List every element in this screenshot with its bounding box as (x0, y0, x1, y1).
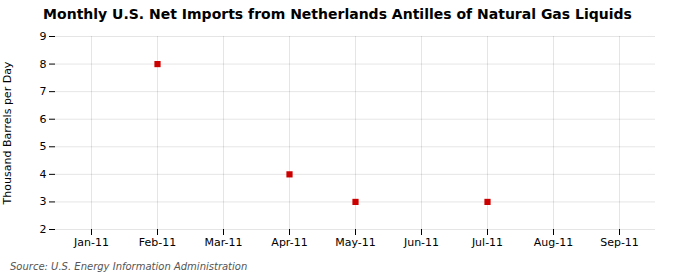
svg-text:5: 5 (40, 140, 47, 153)
svg-text:2: 2 (40, 223, 47, 236)
svg-text:May-11: May-11 (335, 236, 376, 249)
svg-text:Thousand Barrels per Day: Thousand Barrels per Day (1, 61, 14, 205)
svg-text:Jul-11: Jul-11 (471, 236, 503, 249)
svg-text:7: 7 (40, 85, 47, 98)
html-text:Source: U.S. Energy Informatio: Source: U.S. Energy Information Administ… (10, 261, 248, 272)
svg-text:Sep-11: Sep-11 (600, 236, 639, 249)
svg-text:Jun-11: Jun-11 (403, 236, 439, 249)
svg-text:Mar-11: Mar-11 (204, 236, 242, 249)
svg-text:9: 9 (40, 30, 47, 43)
svg-text:Aug-11: Aug-11 (534, 236, 573, 249)
svg-text:Feb-11: Feb-11 (139, 236, 176, 249)
svg-text:6: 6 (40, 113, 47, 126)
svg-text:4: 4 (40, 168, 47, 181)
svg-text:8: 8 (40, 58, 47, 71)
svg-text:Apr-11: Apr-11 (271, 236, 307, 249)
svg-text:3: 3 (40, 195, 47, 208)
html-text:Monthly U.S. Net Imports from: Monthly U.S. Net Imports from Netherland… (43, 6, 632, 22)
svg-text:Jan-11: Jan-11 (73, 236, 109, 249)
